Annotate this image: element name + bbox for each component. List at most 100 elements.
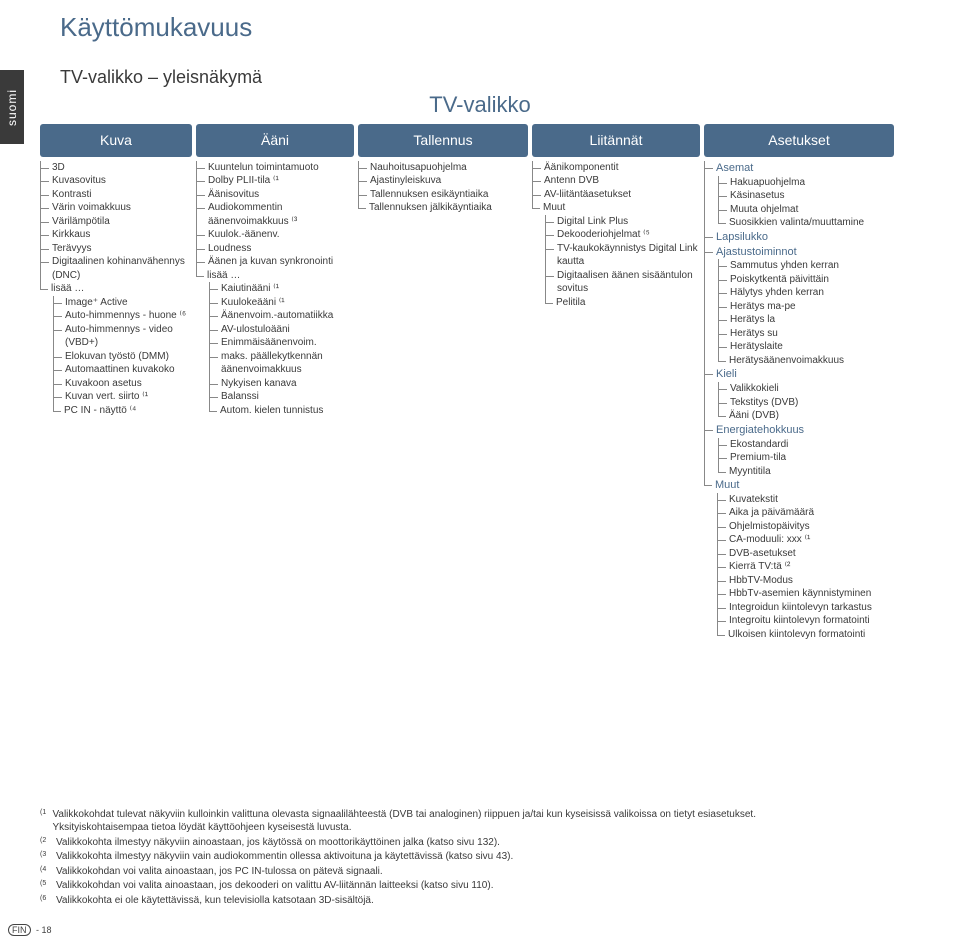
tree-item-label: Poiskytkentä päivittäin <box>730 274 829 285</box>
footnote-marker: (2 <box>40 836 52 850</box>
tree-item: Ohjelmistopäivitys <box>717 520 894 534</box>
tree-item: Kontrasti <box>40 188 192 202</box>
tree-item: TV-kaukokäynnistys Digital Link kautta <box>545 242 700 269</box>
tree-item-label: Värilämpötila <box>52 216 110 227</box>
tree-item: Kierrä TV:tä ⁽² <box>717 560 894 574</box>
tree-item-label: Kirkkaus <box>52 229 90 240</box>
tree-item-label: Herätyslaite <box>730 341 783 352</box>
tree-liitannat: ÄänikomponentitAntenn DVBAV-liitäntäaset… <box>532 161 700 310</box>
tree-item: Digital Link Plus <box>545 215 700 229</box>
tree-item: Nauhoitusapuohjelma <box>358 161 528 175</box>
tree-item: Aika ja päivämäärä <box>717 506 894 520</box>
tree-item-label: Balanssi <box>221 391 259 402</box>
tree-item: 3D <box>40 161 192 175</box>
tree-item-label: AV-liitäntäasetukset <box>544 189 631 200</box>
tree-item: DVB-asetukset <box>717 547 894 561</box>
tree-item-label: Kuulok.-äänenv. <box>208 229 280 240</box>
tree-item-label: Dekooderiohjelmat ⁽⁵ <box>557 229 650 240</box>
tree-item: Suosikkien valinta/muuttamine <box>718 216 894 230</box>
tree-item: AV-liitäntäasetukset <box>532 188 700 202</box>
column-liitannat: Liitännät ÄänikomponentitAntenn DVBAV-li… <box>532 124 700 309</box>
tree-sublist: KuvatekstitAika ja päivämäärä Ohjelmistop… <box>717 493 894 642</box>
menu-columns: Kuva 3DKuvasovitusKontrastiVärin voimakk… <box>0 124 960 641</box>
tree-item: Muut Digital Link PlusDekooderiohjelmat ⁽… <box>532 201 700 309</box>
tree-item-label: maks. päällekytkennän äänenvoimakkuus <box>221 351 323 376</box>
column-header-tallennus: Tallennus <box>358 124 528 157</box>
tree-item: Integroidun kiintolevyn tarkastus <box>717 601 894 615</box>
tree-item-label: Herätys su <box>730 328 778 339</box>
tree-item-label: Aika ja päivämäärä <box>729 507 814 518</box>
footnote-marker: (6 <box>40 894 52 908</box>
tree-item: Balanssi <box>209 390 354 404</box>
tree-item: Ekostandardi <box>718 438 894 452</box>
tree-item-label: Kierrä TV:tä ⁽² <box>729 561 790 572</box>
footnote-marker: (5 <box>40 879 52 893</box>
tree-item-label: Auto-himmennys - video (VBD+) <box>65 324 173 349</box>
tree-item-label: Muut <box>543 202 565 213</box>
tree-kuva: 3DKuvasovitusKontrastiVärin voimakkuusVä… <box>40 161 192 418</box>
column-asetukset: Asetukset AsematHakuapuohjelmaKäsinasetu… <box>704 124 894 641</box>
tree-item: Hälytys yhden kerran <box>718 286 894 300</box>
tree-item: EnergiatehokkuusEkostandardiPremium-tila… <box>704 423 894 478</box>
tree-item-label: Hälytys yhden kerran <box>730 287 824 298</box>
tree-item: Poiskytkentä päivittäin <box>718 273 894 287</box>
tree-item-label: Loudness <box>208 243 251 254</box>
column-header-kuva: Kuva <box>40 124 192 157</box>
tree-item-label: Hakuapuohjelma <box>730 177 805 188</box>
tree-item-label: Tallennuksen jälkikäyntiaika <box>369 202 492 213</box>
tree-item: Automaattinen kuvakoko <box>53 363 192 377</box>
tree-item-label: Kuulokeääni ⁽¹ <box>221 297 285 308</box>
column-header-asetukset: Asetukset <box>704 124 894 157</box>
tree-item: Lapsilukko <box>704 230 894 245</box>
tree-item-label: Image⁺ Active <box>65 297 128 308</box>
tree-item: PC IN - näyttö ⁽⁴ <box>53 404 192 418</box>
footnote-marker: (4 <box>40 865 52 879</box>
tree-item: Terävyys <box>40 242 192 256</box>
footnote-text: Valikkokohdan voi valita ainoastaan, jos… <box>56 879 493 893</box>
tree-item: Auto-himmennys - huone ⁽⁶ <box>53 309 192 323</box>
tree-item-label: Kuvan vert. siirto ⁽¹ <box>65 391 148 402</box>
tree-item-label: 3D <box>52 162 65 173</box>
tree-item: Pelitila <box>545 296 700 310</box>
tree-item-label: Kieli <box>716 368 737 380</box>
column-aani: Ääni Kuuntelun toimintamuotoDolby PLII-t… <box>196 124 354 417</box>
tree-sublist: Kaiutinääni ⁽¹ Kuulokeääni ⁽¹ Äänenvoim.-a… <box>209 282 354 417</box>
footnote-text: Valikkokohta ilmestyy näkyviin ainoastaa… <box>56 836 500 850</box>
tree-item: Audiokommentin äänenvoimakkuus ⁽³ <box>196 201 354 228</box>
tree-item: Kuvakoon asetus <box>53 377 192 391</box>
tree-item: Sammutus yhden kerran <box>718 259 894 273</box>
tree-item-label: Kaiutinääni ⁽¹ <box>221 283 279 294</box>
tree-asetukset: AsematHakuapuohjelmaKäsinasetusMuuta ohj… <box>704 161 894 642</box>
tree-item: CA-moduuli: xxx ⁽¹ <box>717 533 894 547</box>
tree-item: Muuta ohjelmat <box>718 203 894 217</box>
tree-item: Dekooderiohjelmat ⁽⁵ <box>545 228 700 242</box>
tree-item: Enimmäisäänenvoim. <box>209 336 354 350</box>
tree-item-label: Premium-tila <box>730 452 786 463</box>
language-tab: suomi <box>0 70 24 144</box>
tree-item: Kuvatekstit <box>717 493 894 507</box>
tree-item: Äänen ja kuvan synkronointi <box>196 255 354 269</box>
footnote-text: Valikkokohta ilmestyy näkyviin vain audi… <box>56 850 513 864</box>
tree-sublist: ValikkokieliTekstitys (DVB)Ääni (DVB) <box>718 382 894 423</box>
tree-item: lisää …Image⁺ ActiveAuto-himmennys - huo… <box>40 282 192 417</box>
tree-item: Herätys la <box>718 313 894 327</box>
tree-item-label: Asemat <box>716 162 753 174</box>
tree-item: Kirkkaus <box>40 228 192 242</box>
tree-item: Digitaalisen äänen sisääntulon sovitus <box>545 269 700 296</box>
tree-item: Kuvan vert. siirto ⁽¹ <box>53 390 192 404</box>
tree-item: Kaiutinääni ⁽¹ <box>209 282 354 296</box>
tree-item-label: Muuta ohjelmat <box>730 204 798 215</box>
tree-item: Integroitu kiintolevyn formatointi <box>717 614 894 628</box>
tree-item: Ajastinyleiskuva <box>358 174 528 188</box>
tree-item: Herätys ma-pe <box>718 300 894 314</box>
footnote: (6Valikkokohta ei ole käytettävissä, kun… <box>40 894 760 908</box>
tree-item-label: Äänenvoim.-automatiikka <box>221 310 333 321</box>
tree-item-label: Ääni (DVB) <box>729 410 779 421</box>
tree-item-label: Elokuvan työstö (DMM) <box>65 351 169 362</box>
tree-item: Myyntitila <box>718 465 894 479</box>
tree-item: Digitaalinen kohinanvähennys (DNC) <box>40 255 192 282</box>
footnote: (2 Valikkokohta ilmestyy näkyviin ainoast… <box>40 836 760 850</box>
tree-item-label: Digitaalisen äänen sisääntulon sovitus <box>557 270 693 295</box>
tree-item-label: Automaattinen kuvakoko <box>65 364 175 375</box>
tree-item-label: Integroitu kiintolevyn formatointi <box>729 615 870 626</box>
